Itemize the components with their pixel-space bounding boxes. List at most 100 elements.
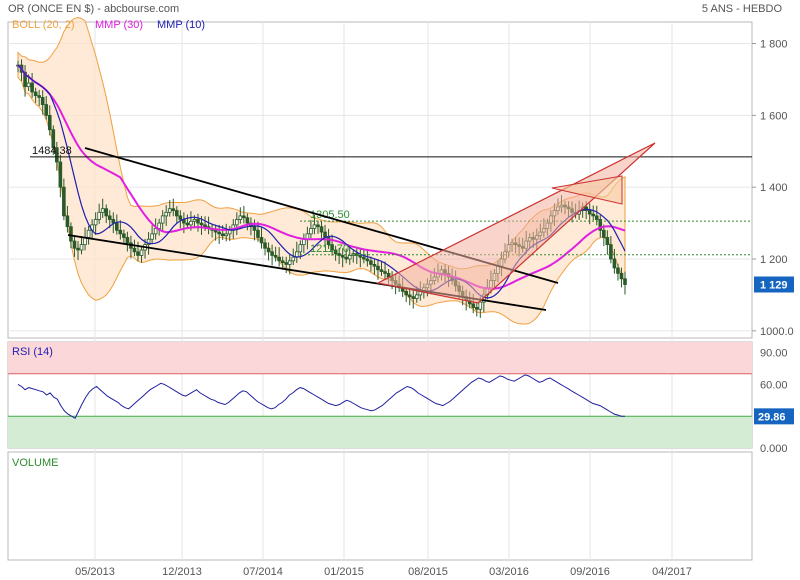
candle-body [93,219,98,226]
candle-body [185,222,190,226]
candle-body [178,215,183,220]
rsi-line [17,374,626,420]
price-tick-label: 1 800 [760,39,788,51]
candle-body [111,219,116,224]
rsi-value-badge [754,408,794,425]
candle-body [62,186,66,217]
candle-body [224,233,229,237]
rsi-overbought-zone [8,342,752,374]
legend-mmp30: MMP (30) [95,19,143,31]
candle-body [478,301,483,310]
candle-body [238,215,243,220]
top-triangle [551,175,623,205]
candle-body [245,217,250,224]
candle-body [333,249,338,255]
candle-body [376,265,380,271]
price-panel [7,21,753,339]
candle-body [340,255,345,258]
price-tick-label: 1 600 [760,110,788,122]
candle-body [358,255,363,258]
candle-body [175,210,179,217]
level-label: 1211.70 [310,243,349,255]
candle-body [280,260,285,263]
candle-body [100,208,105,213]
candle-body [309,228,313,235]
resistance-label: 1484.38 [32,145,72,157]
candle-body [65,215,70,228]
x-tick-label: 03/2016 [489,566,529,578]
candle-body [86,229,91,238]
candle-body [160,215,165,224]
rsi-tick-label: 90.00 [760,348,788,360]
trend-annotations: 1484.38 1305.50 1211.70 [30,142,752,311]
x-tick-label: 04/2017 [652,566,692,578]
candle-body [623,278,627,285]
candle-body [136,251,140,256]
candle-body [213,229,218,233]
candle-body [125,237,130,244]
candle-body [605,237,610,246]
candle-body [104,208,109,217]
rsi-plot [8,342,752,448]
candle-body [277,256,281,262]
candle-body [107,215,112,220]
candle-body [76,247,80,251]
candle-body [115,222,119,231]
candle-body [414,294,419,299]
candle-body [118,229,123,235]
candle-body [291,256,296,262]
candle-body [612,258,617,269]
rsi-tick-label: 0.000 [760,443,788,455]
price-tick-label: 1 200 [760,254,788,266]
rsi-oversold-zone [8,416,752,448]
candle-body [146,238,151,246]
candle-body [616,267,620,274]
candle-body [369,260,373,265]
candle-body [266,247,271,253]
candle-body [344,256,349,260]
candle-body [235,219,239,226]
candle-body [37,95,41,98]
candle-body [316,224,320,228]
chart-title: OR (ONCE EN $) - abcbourse.com [8,3,179,15]
candle-body [30,82,34,93]
candle-body [587,210,592,215]
candle-body [47,114,52,131]
candle-body [192,219,197,222]
candle-body [273,255,278,258]
x-tick-label: 07/2014 [243,566,283,578]
candle-body [139,249,144,256]
grid-lines [8,22,752,560]
candle-body [619,272,624,280]
candle-body [217,231,221,235]
candle-body [602,229,606,238]
candle-body [167,208,172,213]
x-tick-label: 08/2015 [408,566,448,578]
candle-body [298,244,303,253]
candle-body [203,224,207,228]
candle-body [471,303,476,308]
candle-body [270,251,274,256]
candle-body [379,269,384,272]
x-tick-label: 12/2013 [162,566,202,578]
price-tick-label: 1000.0 [760,326,794,338]
candle-body [227,229,232,235]
volume-legend: VOLUME [12,457,58,469]
candle-body [347,255,352,260]
candle-body [51,129,56,149]
price-tick-label: 1 400 [760,182,788,194]
candle-body [150,233,154,240]
candle-body [256,229,260,238]
candle-body [594,215,599,220]
candle-body [69,226,73,242]
x-tick-label: 09/2016 [570,566,610,578]
candle-body [220,233,225,237]
candle-body [55,147,59,163]
panel-backgrounds [7,21,753,561]
candle-body [40,97,45,105]
candle-body [284,262,289,265]
candle-body [365,258,370,262]
legend-mmp10: MMP (10) [157,19,205,31]
candle-body [312,224,317,229]
